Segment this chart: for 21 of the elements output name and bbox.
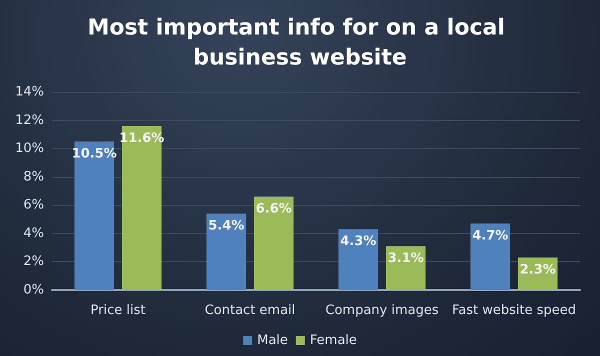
y-tick-label: 4% [23, 226, 44, 241]
data-label: 4.7% [472, 228, 508, 244]
data-label: 4.3% [340, 234, 376, 250]
legend-label: Male [257, 333, 288, 348]
y-tick-label: 12% [15, 112, 44, 128]
x-tick-label: Price list [90, 303, 146, 318]
data-label: 5.4% [208, 218, 244, 234]
chart-title: Most important info for on a local business website [87, 16, 513, 70]
y-tick-label: 2% [23, 254, 44, 270]
y-tick-label: 0% [23, 282, 44, 298]
x-tick-label: Fast website speed [452, 303, 576, 318]
data-label: 2.3% [520, 262, 556, 278]
data-label: 3.1% [388, 251, 424, 266]
y-tick-label: 8% [23, 169, 44, 184]
x-tick-label: Company images [325, 303, 439, 318]
y-tick-label: 10% [15, 141, 44, 156]
x-tick-label: Contact email [204, 303, 296, 318]
y-tick-label: 6% [23, 198, 44, 213]
legend-label: Female [310, 333, 357, 348]
y-tick-label: 14% [15, 84, 44, 100]
data-label: 6.6% [256, 202, 292, 217]
